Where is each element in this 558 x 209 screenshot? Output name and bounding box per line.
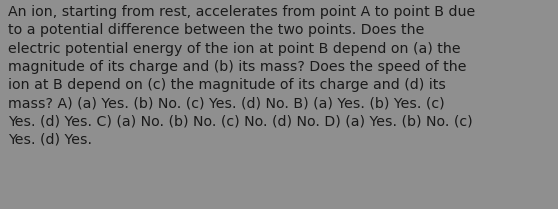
Text: An ion, starting from rest, accelerates from point A to point B due
to a potenti: An ion, starting from rest, accelerates … [8, 5, 475, 147]
